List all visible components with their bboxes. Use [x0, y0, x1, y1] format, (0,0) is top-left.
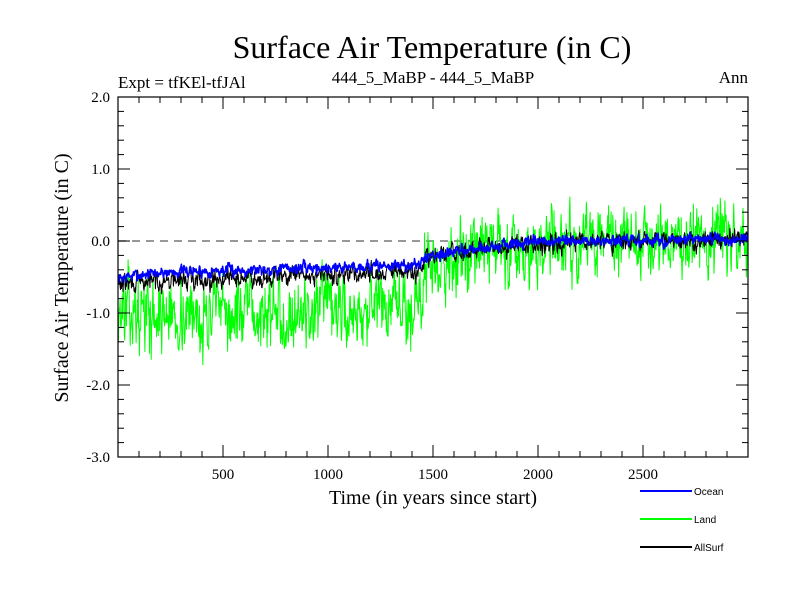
legend-label-ocean: Ocean	[694, 487, 723, 498]
x-tick-label: 500	[212, 467, 235, 483]
chart-subtitle-left: Expt = tfKEl-tfJAl	[118, 73, 246, 92]
y-tick-label: 1.0	[91, 162, 110, 178]
axes-layer: 500 1000 1500 2000 2500 2.0 1.0 0.0 -1.0 -2.0 -3.0	[86, 90, 749, 483]
y-tick-label: 2.0	[91, 90, 110, 106]
legend-label-allsurf: AllSurf	[694, 543, 724, 554]
x-tick-label: 2000	[523, 467, 553, 483]
y-tick-label: -1.0	[86, 306, 110, 322]
x-tick-label: 1500	[418, 467, 448, 483]
y-tick-label: -3.0	[86, 450, 110, 466]
x-axis-label: Time (in years since start)	[329, 487, 537, 509]
chart-subtitle-center: 444_5_MaBP - 444_5_MaBP	[332, 68, 534, 87]
chart-title: Surface Air Temperature (in C)	[233, 29, 632, 65]
y-axis-label: Surface Air Temperature (in C)	[51, 153, 73, 402]
series-line-ocean	[118, 231, 748, 284]
x-tick-label: 1000	[313, 467, 343, 483]
y-tick-label: 0.0	[91, 234, 110, 250]
legend: Ocean Land AllSurf	[640, 487, 724, 554]
y-tick-label: -2.0	[86, 378, 110, 394]
x-tick-label: 2500	[628, 467, 658, 483]
chart-subtitle-right: Ann	[719, 68, 749, 87]
series-layer	[118, 196, 748, 366]
legend-label-land: Land	[694, 515, 716, 526]
series-line-land	[118, 196, 748, 366]
